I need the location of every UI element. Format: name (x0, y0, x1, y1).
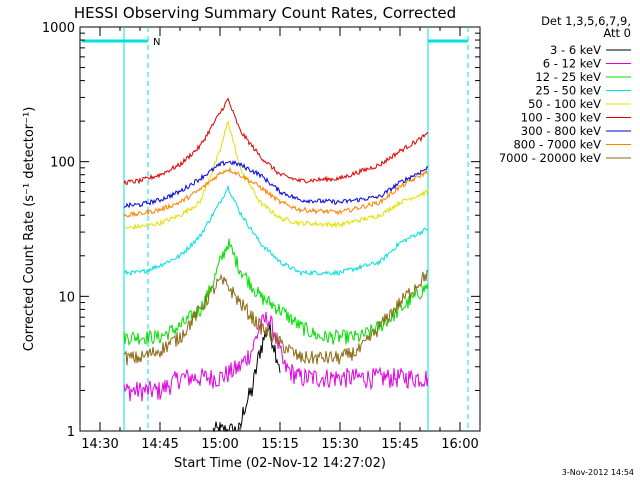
chart-title: HESSI Observing Summary Count Rates, Cor… (74, 4, 456, 22)
x-tick-label: 14:45 (141, 437, 178, 452)
legend-title: Att 0 (603, 26, 631, 40)
timestamp: 3-Nov-2012 14:54 (562, 468, 634, 477)
legend-entry-label: 50 - 100 keV (528, 97, 601, 111)
y-tick-label: 1 (67, 425, 75, 440)
x-tick-label: 15:30 (321, 437, 358, 452)
series-layer (123, 97, 429, 433)
series-line (123, 120, 429, 231)
x-axis-label: Start Time (02-Nov-12 14:27:02) (174, 456, 386, 471)
legend-entry-label: 12 - 25 keV (535, 70, 601, 84)
series-line (123, 97, 429, 186)
x-tick-label: 14:30 (81, 437, 118, 452)
night-label: N (153, 37, 160, 48)
series-line (123, 311, 429, 402)
series-line (123, 185, 429, 277)
series-line (123, 238, 429, 347)
legend-entry-label: 300 - 800 keV (521, 124, 601, 138)
x-tick-label: 15:00 (201, 437, 238, 452)
x-tick-label: 15:45 (381, 437, 418, 452)
x-tick-label: 15:15 (261, 437, 298, 452)
legend-entry-label: 3 - 6 keV (550, 43, 601, 57)
y-tick-label: 100 (50, 156, 75, 171)
legend-entry-label: 25 - 50 keV (535, 84, 601, 98)
y-axis-label: Corrected Count Rate (s⁻¹ detector⁻¹) (22, 107, 37, 352)
axes: 1 10 100 1000 14:30 14:45 15:00 15:15 15:30 15:45… (42, 21, 481, 452)
legend-entry-label: 800 - 7000 keV (513, 138, 601, 152)
series-line (123, 160, 428, 209)
legend-entry-label: 7000 - 20000 keV (499, 151, 601, 165)
legend-entry-label: 6 - 12 keV (543, 57, 601, 71)
marker-lines: N (82, 27, 469, 431)
legend-title: Det 1,3,5,6,7,9, (541, 14, 631, 28)
y-tick-label: 1000 (42, 21, 75, 36)
series-line (123, 269, 429, 366)
x-tick-label: 16:00 (441, 437, 478, 452)
y-tick-label: 10 (58, 290, 75, 305)
series-line (123, 166, 428, 218)
legend-entry-label: 100 - 300 keV (521, 111, 601, 125)
